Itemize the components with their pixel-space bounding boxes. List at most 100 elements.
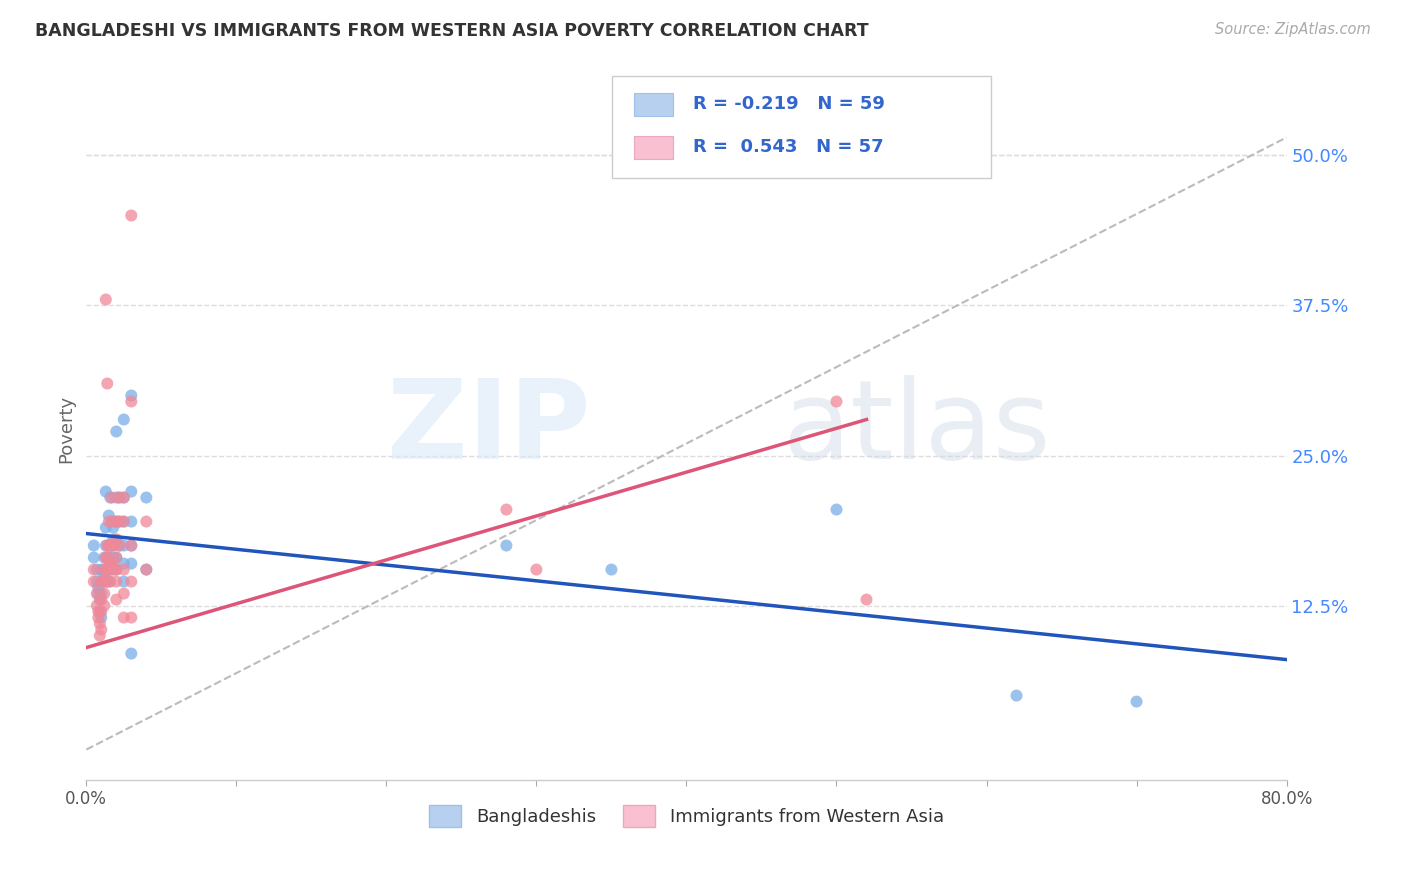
Point <box>87 581 110 595</box>
Point <box>120 557 142 571</box>
Point <box>105 563 128 577</box>
Point <box>135 515 157 529</box>
Point <box>101 539 124 553</box>
Point <box>97 508 120 523</box>
Point <box>103 515 125 529</box>
Point <box>135 491 157 505</box>
Point <box>86 563 108 577</box>
Point <box>105 563 128 577</box>
Point <box>825 394 848 409</box>
Point <box>94 484 117 499</box>
Point <box>86 586 108 600</box>
Point <box>93 599 115 613</box>
Point <box>120 388 142 402</box>
Point <box>93 563 115 577</box>
Point <box>120 394 142 409</box>
Point <box>103 520 125 534</box>
Point <box>526 563 548 577</box>
Point <box>105 592 128 607</box>
Point <box>112 563 135 577</box>
Point <box>98 557 121 571</box>
Point <box>112 610 135 624</box>
Point <box>94 550 117 565</box>
Text: Source: ZipAtlas.com: Source: ZipAtlas.com <box>1215 22 1371 37</box>
Point <box>120 484 142 499</box>
Point <box>90 574 112 589</box>
Point <box>135 563 157 577</box>
Point <box>97 574 120 589</box>
Point <box>98 539 121 553</box>
Point <box>86 574 108 589</box>
Point <box>89 629 111 643</box>
Y-axis label: Poverty: Poverty <box>58 394 75 463</box>
Point <box>120 539 142 553</box>
Legend: Bangladeshis, Immigrants from Western Asia: Bangladeshis, Immigrants from Western As… <box>422 797 952 834</box>
Point <box>93 568 115 582</box>
Point <box>120 515 142 529</box>
Point <box>103 533 125 547</box>
Point <box>87 605 110 619</box>
Point <box>97 563 120 577</box>
Point <box>105 425 128 439</box>
Point <box>96 539 118 553</box>
Point <box>96 550 118 565</box>
Point <box>112 539 135 553</box>
Point <box>94 574 117 589</box>
Point <box>105 550 128 565</box>
Point <box>94 563 117 577</box>
Point <box>97 563 120 577</box>
Point <box>120 610 142 624</box>
Point <box>93 574 115 589</box>
Point <box>112 491 135 505</box>
Text: R = -0.219   N = 59: R = -0.219 N = 59 <box>693 95 884 113</box>
Point <box>101 515 124 529</box>
Point <box>112 491 135 505</box>
Point <box>108 515 131 529</box>
Point <box>90 592 112 607</box>
Point <box>103 539 125 553</box>
Point <box>97 515 120 529</box>
Point <box>83 539 105 553</box>
Point <box>90 574 112 589</box>
Point <box>105 550 128 565</box>
Point <box>120 539 142 553</box>
Point <box>495 539 517 553</box>
Point <box>96 563 118 577</box>
Point <box>120 647 142 661</box>
Point <box>112 557 135 571</box>
Text: ZIP: ZIP <box>387 375 591 482</box>
Point <box>120 574 142 589</box>
Point <box>825 502 848 516</box>
Point <box>101 557 124 571</box>
Point <box>97 539 120 553</box>
Point <box>87 586 110 600</box>
Text: BANGLADESHI VS IMMIGRANTS FROM WESTERN ASIA POVERTY CORRELATION CHART: BANGLADESHI VS IMMIGRANTS FROM WESTERN A… <box>35 22 869 40</box>
Point <box>112 412 135 426</box>
Point <box>98 539 121 553</box>
Point <box>105 574 128 589</box>
Point <box>90 563 112 577</box>
Point <box>101 539 124 553</box>
Point <box>83 563 105 577</box>
Point <box>103 550 125 565</box>
Point <box>108 491 131 505</box>
Point <box>90 610 112 624</box>
Point <box>112 574 135 589</box>
Point <box>90 586 112 600</box>
Point <box>90 623 112 637</box>
Point <box>96 550 118 565</box>
Point <box>97 550 120 565</box>
Point <box>105 515 128 529</box>
Text: atlas: atlas <box>783 375 1050 482</box>
Point <box>87 610 110 624</box>
Point <box>94 293 117 307</box>
Point <box>93 586 115 600</box>
Point <box>94 539 117 553</box>
Point <box>135 563 157 577</box>
Point <box>96 376 118 391</box>
Point <box>89 605 111 619</box>
Point <box>93 574 115 589</box>
Point <box>89 616 111 631</box>
Point <box>120 209 142 223</box>
Point <box>112 515 135 529</box>
